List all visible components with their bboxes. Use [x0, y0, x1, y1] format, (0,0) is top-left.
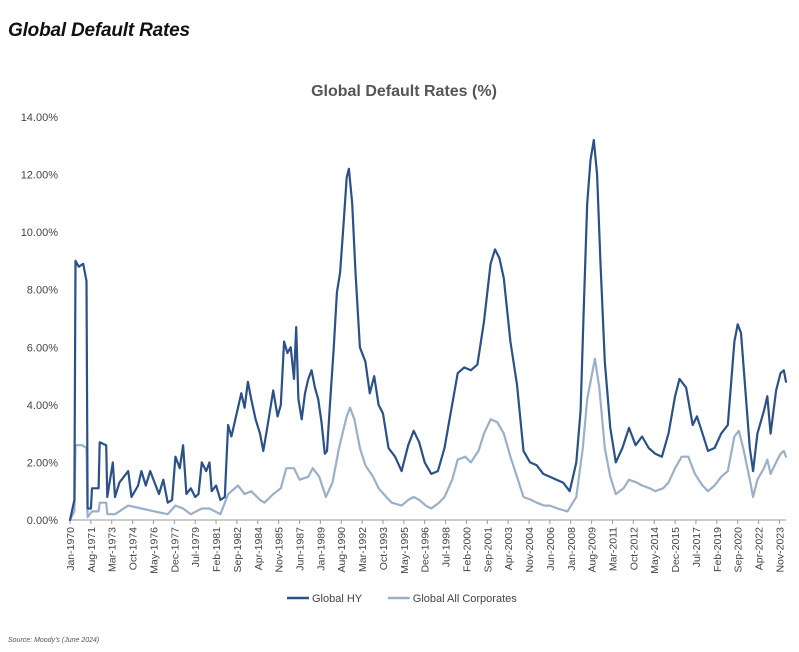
x-tick-label: Jan-1989 [315, 527, 327, 571]
x-tick-label: Aug-1971 [86, 527, 98, 573]
x-tick-label: Jan-2008 [566, 527, 578, 571]
page-heading: Global Default Rates [8, 20, 190, 41]
y-tick-label: 2.00% [27, 457, 58, 469]
x-tick-label: Jul-1998 [441, 527, 453, 567]
x-tick-label: Sep-2020 [733, 527, 745, 573]
y-tick-label: 6.00% [27, 342, 58, 354]
legend: Global HY Global All Corporates [287, 593, 517, 605]
x-tick-label: Jun-2006 [545, 527, 557, 571]
x-tick-label: Mar-2011 [607, 527, 619, 571]
series-line-global-hy [68, 138, 788, 522]
x-tick-label: Oct-1993 [378, 527, 390, 570]
x-tick-label: Feb-2000 [461, 527, 473, 572]
x-tick-label: Jan-1970 [65, 527, 77, 571]
x-tick-label: Sep-1982 [232, 527, 244, 573]
x-tick-label: Dec-2015 [670, 527, 682, 573]
series-line-global-all-corporates [68, 357, 788, 522]
chart-title: Global Default Rates (%) [311, 83, 497, 100]
y-axis: 0.00% 2.00% 4.00% 6.00% 8.00% 10.00% 12.00% 14.… [21, 112, 59, 527]
x-tick-label: Nov-2004 [524, 527, 536, 573]
x-tick-label: Feb-2019 [712, 527, 724, 572]
legend-label: Global All Corporates [413, 593, 517, 605]
y-tick-label: 12.00% [21, 170, 59, 182]
x-tick-label: Nov-1985 [274, 527, 286, 573]
x-tick-label: Dec-1996 [420, 527, 432, 573]
y-tick-label: 8.00% [27, 285, 58, 297]
x-tick-label: Jul-1979 [190, 527, 202, 567]
x-tick-label: May-2014 [649, 527, 661, 574]
x-axis: Jan-1970 Aug-1971 Mar-1973 Oct-1974 May-1976… [65, 519, 786, 574]
source-note: Source: Moody's (June 2024) [8, 637, 100, 644]
x-tick-label: Mar-1973 [107, 527, 119, 572]
x-tick-label: Sep-2001 [482, 527, 494, 573]
x-tick-label: Dec-1977 [169, 527, 181, 573]
x-tick-label: Feb-1981 [211, 527, 223, 572]
x-tick-label: Apr-1984 [253, 527, 265, 570]
series-lines [68, 138, 788, 522]
x-tick-label: Apr-2003 [503, 527, 515, 570]
x-tick-label: Aug-2009 [587, 527, 599, 573]
x-tick-label: Aug-1990 [336, 527, 348, 573]
x-tick-label: Oct-1974 [128, 527, 140, 570]
x-tick-label: Oct-2012 [628, 527, 640, 570]
x-tick-label: Mar-1992 [357, 527, 369, 572]
legend-label: Global HY [312, 593, 363, 605]
x-tick-label: Jul-2017 [691, 527, 703, 567]
y-tick-label: 14.00% [21, 112, 59, 124]
x-tick-label: May-1995 [399, 527, 411, 574]
y-tick-label: 4.00% [27, 400, 58, 412]
x-tick-label: Apr-2022 [754, 527, 766, 570]
x-tick-label: Jun-1987 [295, 527, 307, 571]
x-tick-label: May-1976 [148, 527, 160, 574]
y-tick-label: 0.00% [27, 515, 58, 527]
x-tick-label: Nov-2023 [774, 527, 786, 573]
y-tick-label: 10.00% [21, 227, 59, 239]
